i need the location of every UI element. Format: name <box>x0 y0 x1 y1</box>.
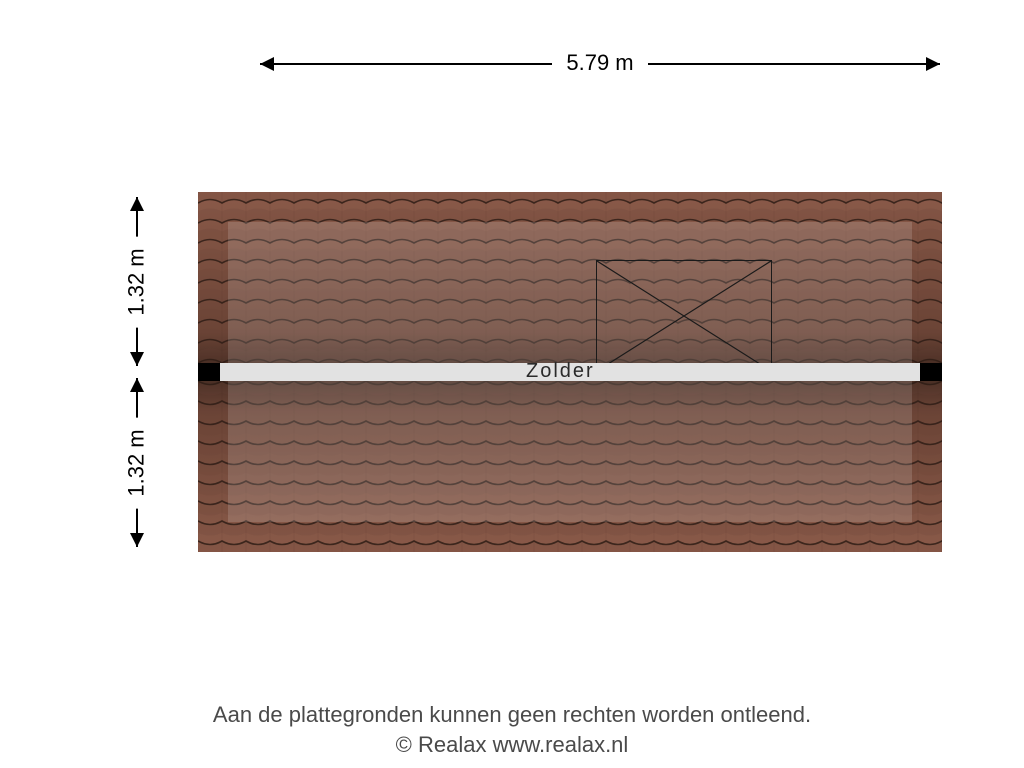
roof-ridge-end-left <box>198 363 220 381</box>
dimension-top: 5.79 m <box>260 52 940 76</box>
skylight-diagonals <box>597 261 771 371</box>
dimension-left-lower-label: 1.32 m <box>124 417 150 508</box>
floorplan-canvas: 5.79 m 1.32 m 1.32 m Zolder Aan de <box>0 0 1024 768</box>
dimension-left-upper: 1.32 m <box>125 197 149 366</box>
footer-line2: © Realax www.realax.nl <box>0 730 1024 760</box>
dimension-left-lower: 1.32 m <box>125 378 149 547</box>
roof-inner-overlay-top <box>228 222 912 363</box>
footer-disclaimer: Aan de plattegronden kunnen geen rechten… <box>0 700 1024 759</box>
skylight-window <box>596 260 772 372</box>
dimension-left-upper-label: 1.32 m <box>124 236 150 327</box>
dimension-top-label: 5.79 m <box>552 50 647 76</box>
roof-plan: Zolder <box>198 192 942 552</box>
roof-inner-overlay-bottom <box>228 381 912 522</box>
room-label-zolder: Zolder <box>526 360 595 383</box>
footer-line1: Aan de plattegronden kunnen geen rechten… <box>0 700 1024 730</box>
roof-ridge-end-right <box>920 363 942 381</box>
